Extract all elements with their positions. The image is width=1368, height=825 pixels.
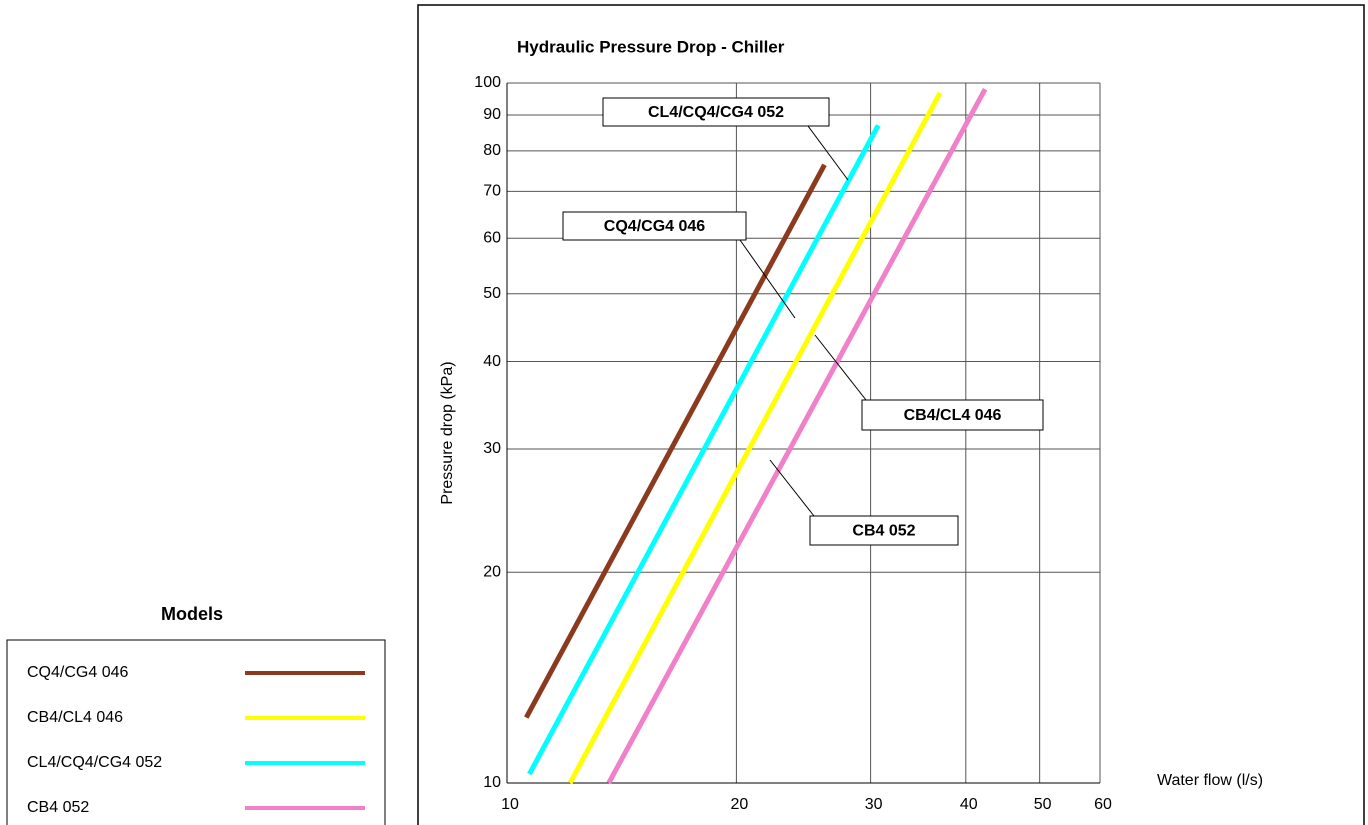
annotation: CQ4/CG4 046 <box>604 218 705 235</box>
leader-line <box>814 334 867 401</box>
legend-label: CB4/CL4 046 <box>27 709 123 726</box>
annotation-box <box>809 515 959 546</box>
legend-label: CL4/CQ4/CG4 052 <box>27 754 162 771</box>
series-line <box>527 124 881 776</box>
x-axis-label: Water flow (l/s) <box>1157 772 1263 789</box>
y-tick-label: 100 <box>474 74 501 91</box>
series-line <box>567 91 943 785</box>
y-tick-label: 50 <box>483 285 501 302</box>
leader-line <box>807 125 849 181</box>
x-tick-label: 10 <box>501 796 519 813</box>
leader-line <box>769 459 815 517</box>
chart-title: Hydraulic Pressure Drop - Chiller <box>517 37 785 56</box>
legend-label: CQ4/CG4 046 <box>27 664 128 681</box>
annotation: CL4/CQ4/CG4 052 <box>648 104 784 121</box>
y-tick-label: 10 <box>483 774 501 791</box>
legend-label: CB4 052 <box>27 799 89 816</box>
x-tick-label: 20 <box>731 796 749 813</box>
annotation: CB4 052 <box>852 523 915 540</box>
y-tick-label: 20 <box>483 563 501 580</box>
y-tick-label: 60 <box>483 230 501 247</box>
y-tick-label: 30 <box>483 440 501 457</box>
series-line <box>606 87 988 785</box>
x-tick-label: 60 <box>1094 796 1112 813</box>
y-tick-label: 90 <box>483 106 501 123</box>
leader-line <box>739 239 796 319</box>
series-line <box>524 163 827 719</box>
y-tick-label: 40 <box>483 353 501 370</box>
x-tick-label: 40 <box>960 796 978 813</box>
annotation-box <box>562 211 747 241</box>
annotation: CB4/CL4 046 <box>904 407 1002 424</box>
y-axis-label: Pressure drop (kPa) <box>439 361 456 504</box>
y-tick-label: 80 <box>483 142 501 159</box>
y-tick-label: 70 <box>483 183 501 200</box>
x-tick-label: 50 <box>1034 796 1052 813</box>
x-tick-label: 30 <box>865 796 883 813</box>
annotation-box <box>861 399 1044 431</box>
legend-box <box>6 639 386 825</box>
annotation-box <box>602 97 830 127</box>
legend-title: Models <box>161 604 223 624</box>
frame <box>417 4 1365 825</box>
